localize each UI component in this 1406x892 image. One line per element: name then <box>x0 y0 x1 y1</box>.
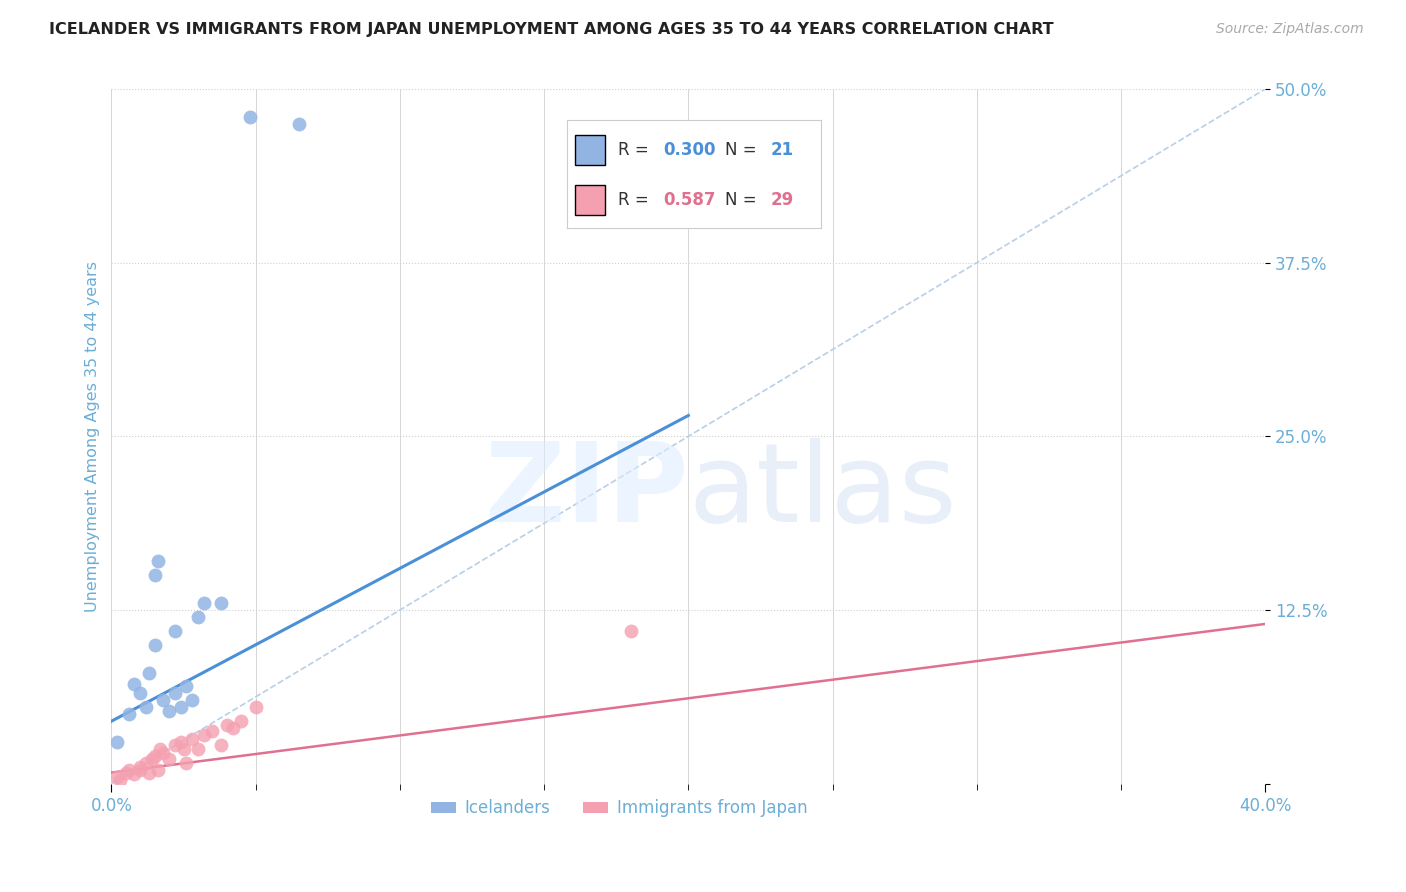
Point <box>143 638 166 652</box>
Point <box>163 686 186 700</box>
Point <box>157 752 180 766</box>
Point <box>620 624 643 638</box>
Point <box>169 700 191 714</box>
Y-axis label: Unemployment Among Ages 35 to 44 years: Unemployment Among Ages 35 to 44 years <box>86 260 100 612</box>
Point <box>114 765 136 780</box>
Text: ZIP: ZIP <box>485 438 689 545</box>
Point <box>181 693 204 707</box>
Point <box>173 742 195 756</box>
Point <box>129 760 152 774</box>
Point <box>143 748 166 763</box>
Point <box>176 756 198 770</box>
Point <box>181 732 204 747</box>
Point <box>288 117 311 131</box>
Point <box>169 735 191 749</box>
Point <box>245 700 267 714</box>
Point <box>187 742 209 756</box>
Text: ICELANDER VS IMMIGRANTS FROM JAPAN UNEMPLOYMENT AMONG AGES 35 TO 44 YEARS CORREL: ICELANDER VS IMMIGRANTS FROM JAPAN UNEMP… <box>49 22 1054 37</box>
Point <box>163 624 186 638</box>
Point <box>141 752 163 766</box>
Point <box>105 735 128 749</box>
Point <box>163 738 186 752</box>
Point <box>193 728 215 742</box>
Point <box>201 723 224 738</box>
Point <box>146 554 169 568</box>
Text: Source: ZipAtlas.com: Source: ZipAtlas.com <box>1216 22 1364 37</box>
Point <box>138 765 160 780</box>
Point <box>215 718 238 732</box>
Point <box>239 110 262 124</box>
Point <box>118 763 141 777</box>
Point <box>187 610 209 624</box>
Point <box>146 763 169 777</box>
Point <box>138 665 160 680</box>
Point <box>176 680 198 694</box>
Point <box>209 738 232 752</box>
Point <box>105 770 128 784</box>
Point <box>193 596 215 610</box>
Point <box>108 772 131 787</box>
Point <box>221 721 243 735</box>
Point <box>152 746 174 760</box>
Text: atlas: atlas <box>689 438 957 545</box>
Point <box>129 763 152 777</box>
Point <box>124 676 146 690</box>
Point <box>135 756 157 770</box>
Point <box>143 568 166 582</box>
Point <box>149 742 172 756</box>
Point <box>152 693 174 707</box>
Point <box>129 686 152 700</box>
Legend: Icelanders, Immigrants from Japan: Icelanders, Immigrants from Japan <box>425 793 814 824</box>
Point <box>209 596 232 610</box>
Point <box>231 714 253 729</box>
Point <box>124 767 146 781</box>
Point <box>135 700 157 714</box>
Point <box>118 707 141 722</box>
Point <box>157 705 180 719</box>
